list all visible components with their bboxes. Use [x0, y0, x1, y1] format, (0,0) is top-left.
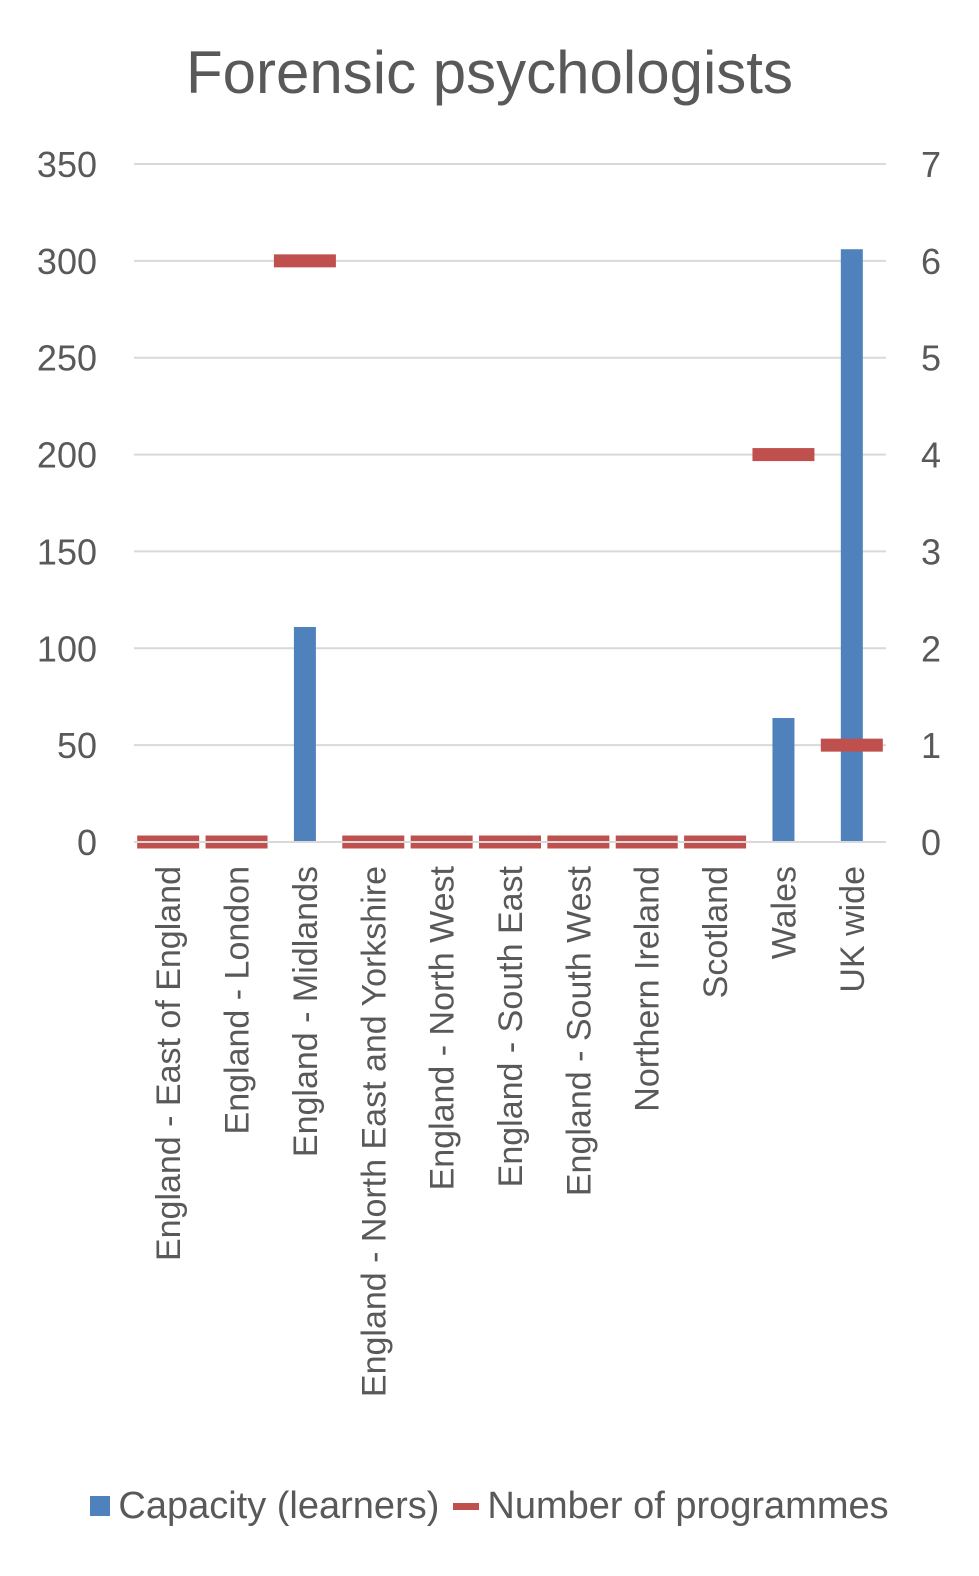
- y-left-tick-label: 150: [37, 531, 97, 572]
- y-right-tick-label: 4: [921, 435, 941, 476]
- programme-marker: [752, 448, 815, 462]
- category-label: England - Midlands: [287, 866, 325, 1157]
- legend-swatch-bar: [90, 1496, 111, 1516]
- y-right-tick-label: 7: [921, 144, 941, 185]
- legend: Capacity (learners) Number of programmes: [0, 1478, 979, 1534]
- legend-item-capacity: Capacity (learners): [90, 1485, 439, 1528]
- category-label: Wales: [765, 866, 803, 959]
- legend-label-capacity: Capacity (learners): [118, 1484, 440, 1527]
- chart-plot: 0 50 100 150 200 250 300 350 0 1 2 3 4 5 6 7 England -…: [37, 144, 941, 1397]
- category-label: England - London: [219, 866, 257, 1134]
- y-left-tick-label: 0: [77, 822, 97, 863]
- y-left-tick-label: 50: [57, 725, 97, 766]
- y-right-tick-label: 6: [921, 241, 941, 282]
- y-right-tick-label: 2: [921, 628, 941, 669]
- y-right-tick-label: 1: [921, 725, 941, 766]
- category-label: Northern Ireland: [629, 866, 667, 1112]
- bar: [772, 718, 795, 842]
- category-label: England - South East: [492, 865, 530, 1187]
- bar: [840, 249, 863, 843]
- y-left-tick-label: 300: [37, 241, 97, 282]
- legend-item-programmes: Number of programmes: [453, 1484, 889, 1528]
- bar: [293, 626, 316, 842]
- category-label: England - East of England: [150, 866, 188, 1261]
- category-label: UK wide: [834, 866, 872, 993]
- chart-title: Forensic psychologists: [186, 39, 793, 106]
- category-label: Scotland: [697, 866, 735, 998]
- y-right-tick-label: 3: [921, 531, 941, 572]
- y-left-tick-label: 350: [37, 144, 97, 185]
- programme-marker: [820, 738, 883, 752]
- y-right-tick-label: 0: [921, 822, 941, 863]
- legend-label-programmes: Number of programmes: [487, 1484, 889, 1527]
- y-left-tick-label: 200: [37, 435, 97, 476]
- legend-swatch-line: [453, 1502, 480, 1510]
- programme-marker: [273, 254, 336, 268]
- y-right-tick-label: 5: [921, 338, 941, 379]
- category-label: England - North East and Yorkshire: [355, 866, 393, 1397]
- category-label: England - South West: [560, 865, 598, 1196]
- y-left-tick-label: 250: [37, 338, 97, 379]
- y-left-tick-label: 100: [37, 628, 97, 669]
- category-label: England - North West: [424, 865, 462, 1190]
